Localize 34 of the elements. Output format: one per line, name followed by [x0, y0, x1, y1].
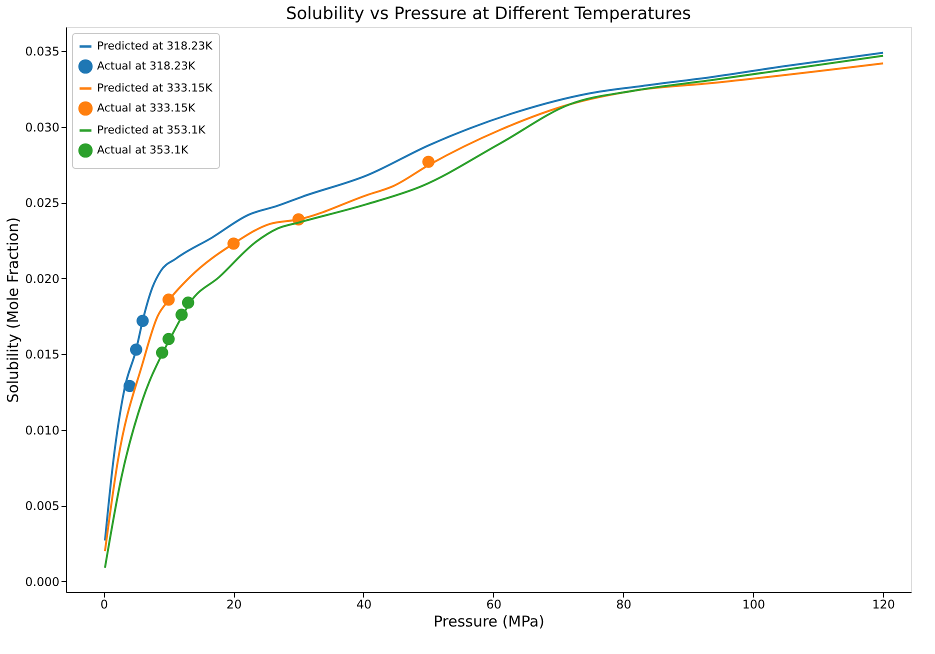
chart-title: Solubility vs Pressure at Different Temperatures	[286, 4, 692, 24]
y-tick-label: 0.025	[25, 196, 60, 210]
point	[422, 156, 435, 168]
y-axis-title: Solubility (Mole Fraction)	[4, 217, 22, 403]
x-tick-label: 60	[486, 598, 502, 612]
point	[227, 237, 240, 250]
point	[182, 296, 194, 309]
legend-label: Predicted at 333.15K	[97, 82, 214, 94]
legend-label: Actual at 333.15K	[97, 102, 196, 114]
x-tick-label: 120	[872, 598, 896, 612]
y-tick-label: 0.015	[25, 348, 60, 362]
legend-label: Actual at 318.23K	[97, 60, 196, 72]
x-tick-label: 20	[226, 598, 242, 612]
y-tick-label: 0.010	[25, 423, 60, 438]
point	[175, 308, 188, 321]
legend-label: Predicted at 353.1K	[97, 124, 206, 136]
x-tick-label: 80	[616, 598, 632, 612]
y-tick-label: 0.005	[25, 499, 60, 514]
y-tick-label: 0.020	[25, 272, 60, 286]
legend-label: Predicted at 318.23K	[97, 40, 214, 52]
point	[162, 294, 175, 306]
x-tick-label: 40	[356, 598, 372, 612]
x-axis-title: Pressure (MPa)	[433, 612, 545, 630]
legend-label: Actual at 353.1K	[97, 144, 189, 156]
x-tick-label: 0	[100, 598, 108, 612]
x-tick-label: 100	[742, 598, 766, 612]
point	[136, 314, 149, 327]
y-tick-label: 0.000	[25, 574, 60, 589]
point	[130, 344, 142, 356]
point	[162, 332, 175, 346]
y-tick-label: 0.035	[25, 44, 60, 59]
y-tick-label: 0.030	[25, 120, 60, 134]
point	[156, 346, 168, 359]
point	[124, 380, 136, 392]
